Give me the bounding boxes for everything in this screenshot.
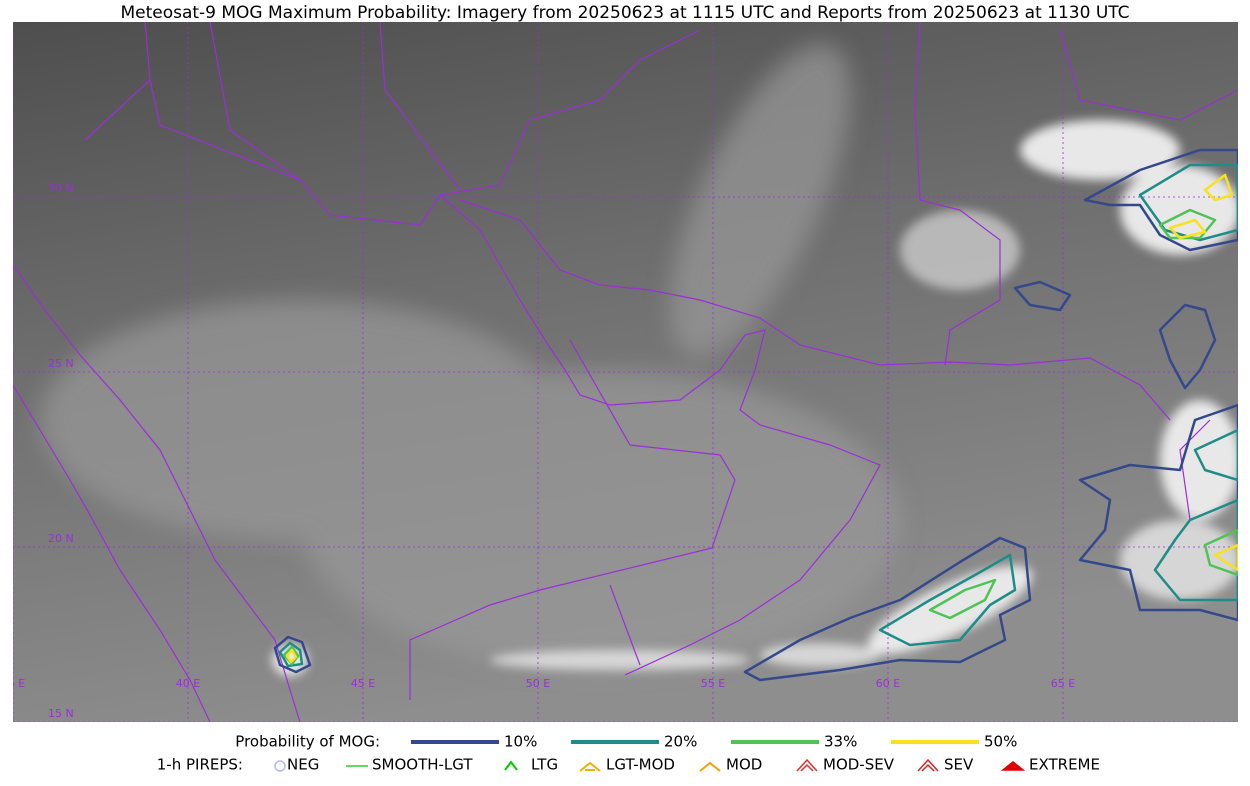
legend-icon [917,758,939,772]
contour [1158,303,1217,390]
legend: Probability of MOG: 10% 20% 33% 50% 1-h PIREP… [157,733,1100,774]
legend-label: SEV [944,756,974,774]
contour [1203,173,1234,202]
lon-label: 45 E [351,677,375,690]
contour [928,578,997,620]
legend-icon [579,761,601,772]
map: 30 N 25 N 20 N 15 N 35 E 40 E 45 E 50 E 55 E 60 E… [1,22,1238,722]
legend-title: 1-h PIREPS: [157,756,243,774]
contour [743,536,1032,682]
lat-label: 30 N [48,182,74,195]
legend-icon [504,760,518,771]
legend-label: NEG [287,756,319,774]
legend-icon [274,760,286,772]
legend-icon [796,758,818,772]
legend-icon [1000,761,1026,771]
title: Meteosat-9 MOG Maximum Probability: Imag… [120,3,1129,23]
contour [1153,498,1238,602]
coastlines [13,22,1238,722]
lon-label: 60 E [876,677,900,690]
legend-label: 10% [504,733,537,751]
contour [878,553,1017,647]
contour [1013,280,1072,312]
contour [1158,208,1217,240]
lat-label: 25 N [48,357,74,370]
lat-label: 15 N [48,707,74,720]
lon-label: 65 E [1051,677,1075,690]
lon-label: 35 E [1,677,25,690]
legend-label: LGT-MOD [606,756,675,774]
lon-label: 55 E [701,677,725,690]
legend-label: LTG [531,756,558,774]
lon-label: 40 E [176,677,200,690]
contour [1193,428,1238,482]
dust [40,43,900,670]
contour [1203,528,1238,577]
legend-label: SMOOTH-LGT [372,756,473,774]
contour [285,648,298,664]
contour [273,635,312,674]
contour [1078,403,1238,622]
lon-label: 50 E [526,677,550,690]
legend-label: 20% [664,733,697,751]
graticule: 30 N 25 N 20 N 15 N 35 E 40 E 45 E 50 E 55 E 60 E… [1,22,1238,722]
legend-icon [699,761,721,772]
legend-label: 50% [984,733,1017,751]
legend-label: EXTREME [1029,756,1100,774]
contour [1168,218,1207,240]
contour [1083,148,1238,252]
legend-title: Probability of MOG: [235,733,380,751]
contour [1213,543,1238,572]
lat-label: 20 N [48,532,74,545]
legend-label: MOD-SEV [823,756,895,774]
legend-label: 33% [824,733,857,751]
legend-label: MOD [726,756,762,774]
mog-contours [273,148,1238,682]
contour [278,641,304,668]
